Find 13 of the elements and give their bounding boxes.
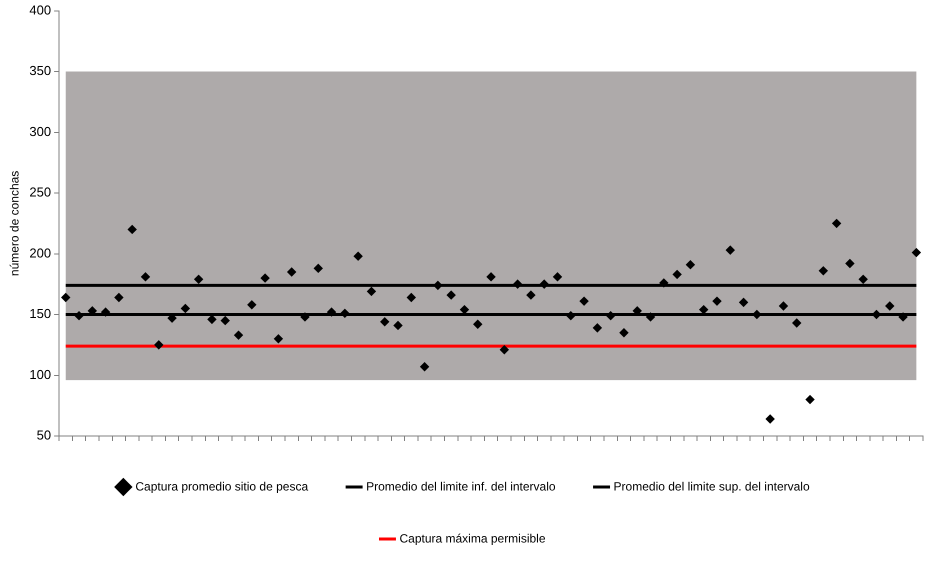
y-tick-label: 200 [29, 245, 52, 260]
legend-label: Promedio del limite sup. del intervalo [614, 479, 810, 494]
y-tick-label: 150 [29, 306, 52, 322]
legend-label: Promedio del limite inf. del intervalo [366, 479, 556, 494]
y-tick-label: 350 [29, 63, 52, 78]
y-tick-label: 50 [36, 428, 52, 443]
y-tick-label: 300 [29, 124, 52, 139]
y-tick-label: 250 [29, 184, 52, 200]
y-tick-label: 400 [29, 2, 52, 18]
y-axis-title: número de conchas [8, 170, 22, 276]
legend-label: Captura máxima permisible [399, 531, 546, 546]
y-tick-label: 100 [29, 366, 52, 382]
legend-label: Captura promedio sitio de pesca [135, 479, 308, 494]
